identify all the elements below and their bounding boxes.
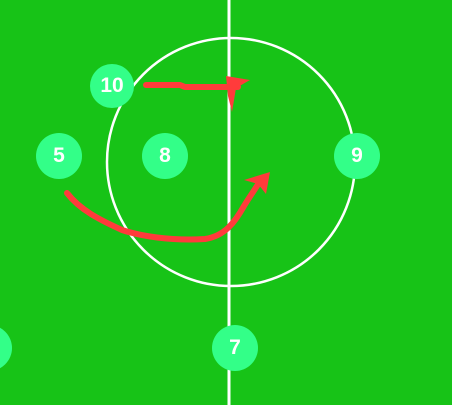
arrow-head-icon	[226, 76, 250, 112]
pass-arrow-straight	[143, 76, 250, 112]
player-number: 5	[53, 144, 65, 167]
player-5[interactable]: 5	[36, 133, 82, 179]
arrow-head-icon	[244, 172, 270, 194]
pass-arrow-curved	[64, 172, 270, 243]
player-7[interactable]: 7	[212, 325, 258, 371]
arrow-shaft	[143, 82, 241, 90]
arrow-shaft	[64, 175, 265, 243]
player-number: 7	[229, 336, 241, 359]
player-number: 9	[351, 144, 363, 167]
player-number: 8	[159, 144, 171, 167]
player-9[interactable]: 9	[334, 133, 380, 179]
player-10[interactable]: 10	[90, 64, 134, 108]
player-8[interactable]: 8	[142, 133, 188, 179]
player-number: 10	[100, 74, 124, 97]
